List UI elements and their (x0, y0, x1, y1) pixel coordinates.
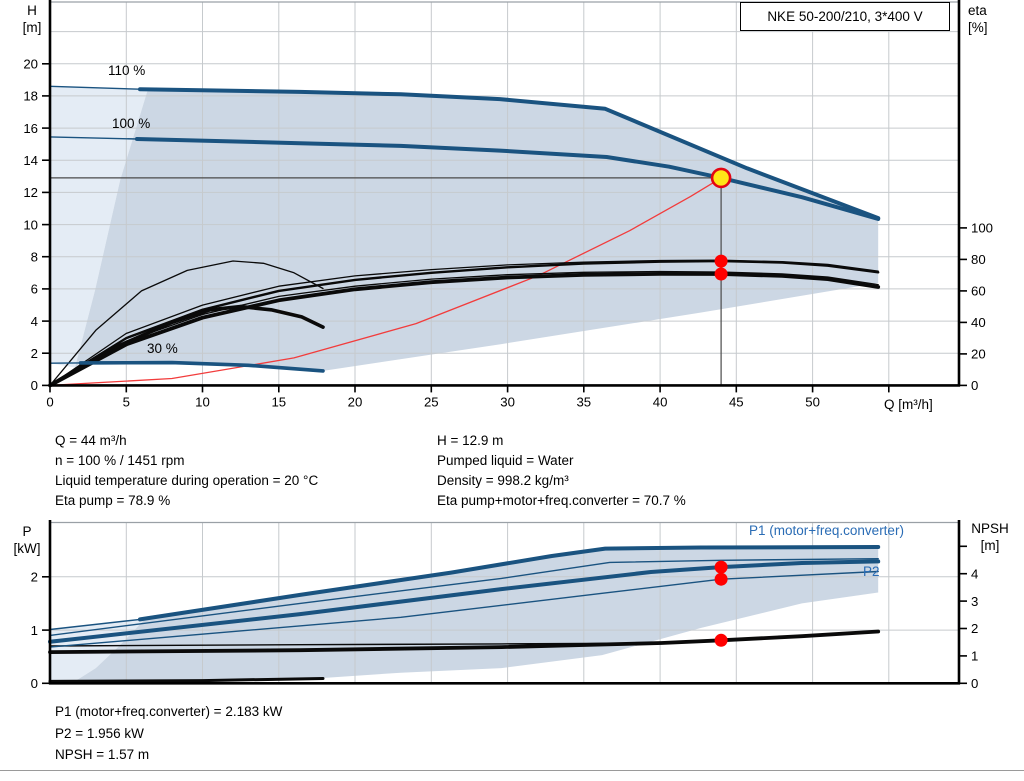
left-tick-label: 18 (23, 89, 38, 104)
right-tick-label: 20 (971, 347, 986, 362)
speed-110-label: 110 % (108, 63, 146, 78)
x-tick-label: 10 (195, 394, 210, 409)
info-head: H = 12.9 m (437, 433, 504, 448)
left-tick-label: 4 (31, 314, 38, 329)
eta-pump-dot[interactable] (714, 254, 728, 268)
eta-axis-title: eta [%] (968, 3, 988, 35)
left-tick-label: 20 (23, 57, 38, 72)
eta-total-dot[interactable] (714, 267, 728, 281)
x-tick-label: 5 (123, 394, 130, 409)
pump-title-box: NKE 50-200/210, 3*400 V (740, 2, 950, 31)
curve-qh-110- (138, 87, 881, 221)
x-tick-label: 50 (805, 394, 820, 409)
bottom-divider (0, 770, 1024, 771)
curve-p1-100- (48, 559, 881, 644)
curve-eta-total-110- (49, 270, 879, 387)
speed-100-label: 100 % (112, 116, 151, 131)
right-tick-label: 2 (971, 621, 978, 636)
operating-data-right: H = 12.9 m Pumped liquid = Water Density… (437, 431, 686, 511)
p2-curve-label: P2 (863, 564, 880, 579)
p2-dot[interactable] (714, 572, 728, 586)
curve-p1-110-start (49, 618, 141, 631)
right-tick-label: 40 (971, 315, 986, 330)
x-tick-label: 25 (424, 394, 439, 409)
p1-dot[interactable] (714, 560, 728, 574)
x-tick-label: 0 (46, 394, 53, 409)
power-data-block: P1 (motor+freq.converter) = 2.183 kW P2 … (55, 701, 282, 766)
right-tick-label: 100 (971, 221, 993, 236)
curve-p-30- (48, 677, 325, 683)
left-tick-label: 10 (23, 217, 38, 232)
curve-eta-pump-30- (49, 260, 324, 387)
p1-curve-label: P1 (motor+freq.converter) (749, 523, 904, 538)
curve-eta-total-100- (48, 272, 881, 388)
right-tick-label: 80 (971, 252, 986, 267)
curve-qh-100- (134, 137, 881, 221)
right-tick-label: 0 (971, 676, 978, 691)
left-tick-label: 14 (23, 153, 38, 168)
curve-eta-total-30- (48, 304, 325, 388)
info-liquid: Pumped liquid = Water (437, 453, 574, 468)
right-tick-label: 0 (971, 378, 978, 393)
operating-point-dot[interactable] (710, 167, 732, 189)
left-tick-label: 1 (31, 623, 38, 638)
x-tick-label: 35 (576, 394, 591, 409)
left-tick-label: 8 (31, 249, 38, 264)
x-tick-label: 30 (500, 394, 515, 409)
x-tick-label: 40 (653, 394, 668, 409)
power-npsh-chart[interactable]: 0 1 2 0 1 2 3 4 (0, 510, 1024, 710)
x-tick-label: 20 (348, 394, 363, 409)
curve-qh-110-start (49, 85, 141, 90)
left-tick-label: 16 (23, 121, 38, 136)
left-tick-label: 2 (31, 346, 38, 361)
curve-qh-30- (78, 360, 325, 373)
curve-p1-110- (138, 545, 881, 622)
speed-30-label: 30 % (147, 341, 178, 356)
curve-p2-100- (49, 570, 879, 648)
info-speed: n = 100 % / 1451 rpm (55, 453, 185, 468)
left-tick-label: 2 (31, 570, 38, 585)
left-tick-label: 0 (31, 676, 38, 691)
info-p1: P1 (motor+freq.converter) = 2.183 kW (55, 704, 283, 719)
info-temperature: Liquid temperature during operation = 20… (55, 473, 319, 488)
right-tick-label: 60 (971, 284, 986, 299)
info-density: Density = 998.2 kg/m³ (437, 473, 569, 488)
npsh-dot[interactable] (714, 633, 728, 647)
curve-eta-pump-100- (48, 259, 880, 387)
curve-qh-100-start (49, 136, 138, 140)
h-axis-title: H [m] (22, 3, 42, 35)
left-tick-label: 6 (31, 282, 38, 297)
x-tick-label: 45 (729, 394, 744, 409)
curve-npsh (48, 629, 881, 654)
info-p2: P2 = 1.956 kW (55, 725, 144, 741)
right-tick-label: 3 (971, 594, 978, 609)
fill-operating-envelope (75, 547, 879, 682)
fill-operating-envelope (75, 90, 879, 371)
left-tick-label: 12 (23, 185, 38, 200)
info-eta-pump: Eta pump = 78.9 % (55, 493, 171, 508)
curve-p2-110- (49, 558, 879, 637)
info-flow: Q = 44 m³/h (55, 433, 127, 448)
right-tick-label: 1 (971, 649, 978, 664)
info-npsh: NPSH = 1.57 m (55, 747, 150, 762)
npsh-axis-title: NPSH [m] (971, 521, 1009, 553)
operating-data-left: Q = 44 m³/h n = 100 % / 1451 rpm Liquid … (55, 431, 318, 511)
left-tick-label: 0 (31, 378, 38, 393)
fill-envelope-low-flow (50, 86, 148, 368)
info-eta-total: Eta pump+motor+freq.converter = 70.7 % (437, 493, 686, 508)
curve-qh-control-curve (49, 177, 722, 387)
p-axis-title: P [kW] (13, 524, 41, 556)
qh-chart[interactable]: 0 2 4 6 8 10 12 14 16 18 20 0 20 40 60 80 100 0 5 10 15 20 25 3… (0, 0, 1024, 420)
q-axis-title: Q [m³/h] (884, 397, 933, 412)
right-tick-label: 4 (971, 566, 978, 581)
x-tick-label: 15 (271, 394, 286, 409)
